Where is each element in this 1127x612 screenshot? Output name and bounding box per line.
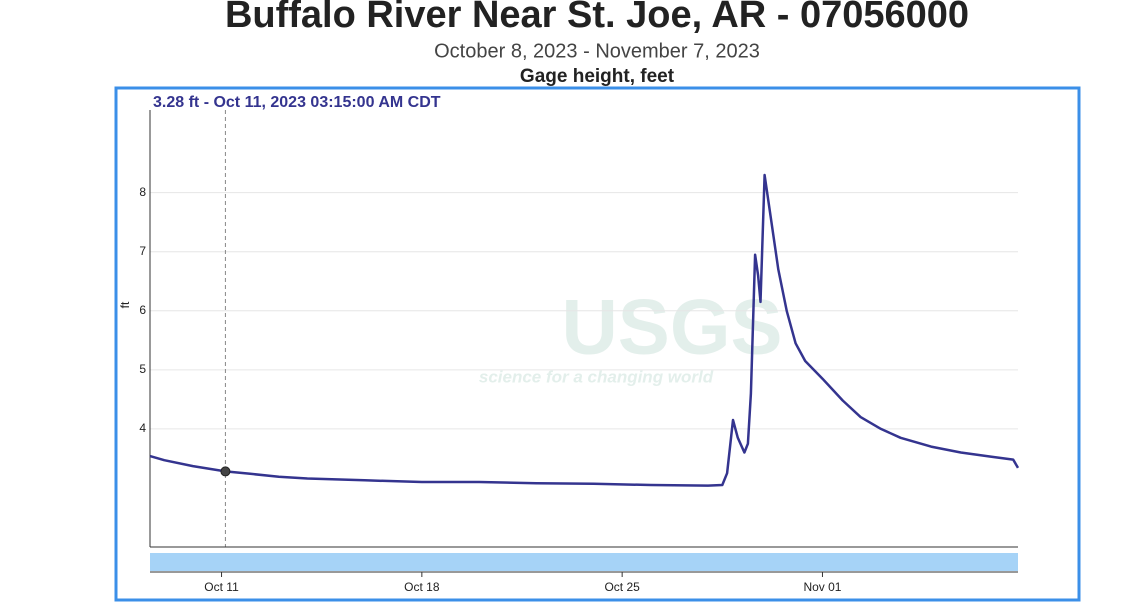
y-axis-label: ft (118, 301, 132, 308)
focus-frame (114, 86, 1081, 602)
chart-subtitle: October 8, 2023 - November 7, 2023 (434, 40, 760, 62)
x-tick-label: Oct 25 (604, 580, 640, 594)
data-line (149, 173, 1020, 487)
x-tick-label: Oct 11 (204, 580, 239, 594)
y-tick-label: 6 (139, 303, 146, 317)
chart-header: Gage height, feet (520, 66, 675, 87)
x-tick-label: Oct 18 (404, 580, 440, 594)
y-tick-label: 8 (139, 185, 146, 199)
tooltip-text: 3.28 ft - Oct 11, 2023 03:15:00 AM CDT (153, 94, 441, 111)
chart-title: Buffalo River Near St. Joe, AR - 0705600… (225, 0, 969, 36)
y-tick-label: 5 (139, 362, 146, 376)
range-brush[interactable] (150, 553, 1018, 571)
y-tick-label: 4 (139, 421, 146, 435)
y-tick-label: 7 (139, 244, 146, 258)
hover-point (220, 466, 231, 477)
x-tick-label: Nov 01 (803, 580, 841, 594)
watermark-tagline: science for a changing world (479, 367, 714, 386)
watermark-logo: USGS (561, 283, 782, 371)
